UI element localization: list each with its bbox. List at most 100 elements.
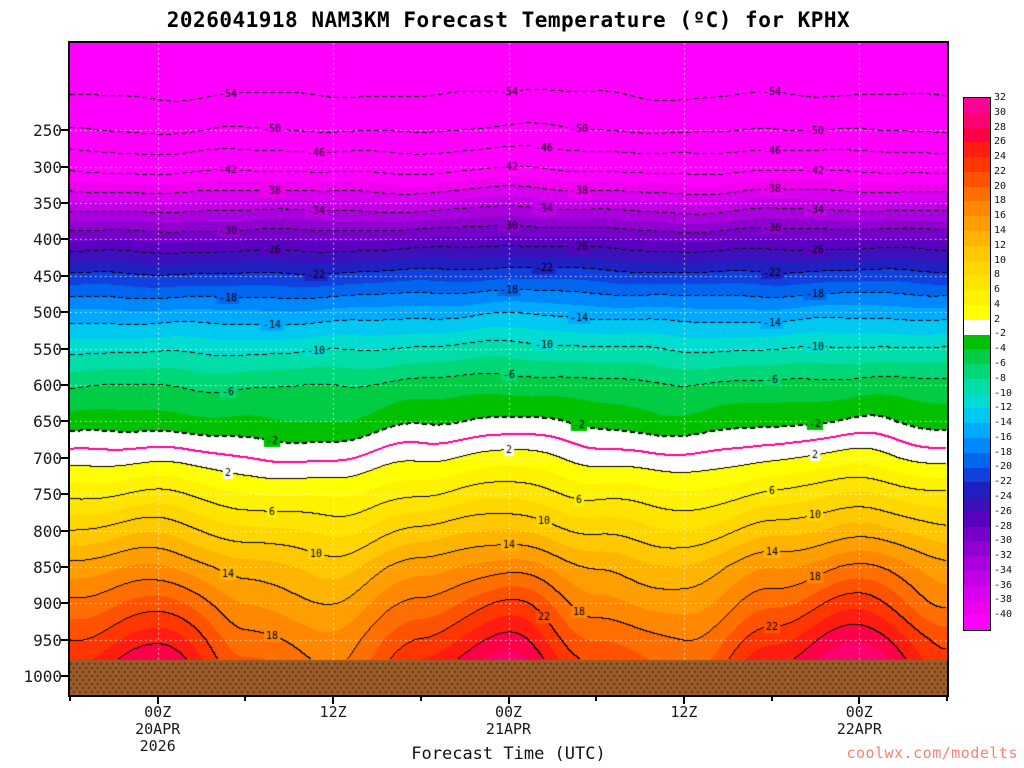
y-tick-label: 450 — [33, 266, 62, 286]
colorbar-segment — [964, 319, 990, 335]
colorbar-tick-label: -16 — [994, 431, 1013, 443]
colorbar-segment — [964, 452, 990, 468]
y-tick-label: 700 — [33, 448, 62, 468]
colorbar-segment — [964, 364, 990, 379]
x-tick-label: 00Z — [494, 703, 523, 721]
colorbar-tick-label: -18 — [994, 446, 1013, 458]
y-tick-label: 650 — [33, 412, 62, 432]
y-tick-label: 300 — [33, 157, 62, 177]
x-tick-label: 12Z — [670, 703, 698, 721]
x-tick-mark — [682, 696, 685, 704]
y-tick-mark — [61, 238, 69, 241]
y-tick-mark — [61, 456, 69, 459]
x-tick-mark — [244, 696, 247, 701]
y-tick-label: 500 — [33, 303, 62, 323]
y-tick-mark — [61, 129, 69, 132]
colorbar-tick-label: 8 — [994, 269, 1001, 281]
colorbar-tick-label: -14 — [994, 417, 1013, 429]
colorbar-segment — [964, 511, 990, 527]
colorbar-tick-label: 16 — [994, 210, 1007, 222]
y-tick-mark — [61, 165, 69, 168]
y-tick-label: 900 — [33, 594, 62, 614]
colorbar-tick-label: -4 — [994, 343, 1007, 355]
x-tick-mark — [507, 696, 510, 704]
colorbar-tick-label: 2 — [994, 313, 1001, 325]
colorbar-tick-label: -26 — [994, 505, 1013, 517]
y-tick-mark — [61, 274, 69, 277]
colorbar-segment — [964, 437, 990, 453]
y-tick-label: 600 — [33, 376, 62, 395]
colorbar-segment — [964, 171, 990, 187]
y-tick-label: 950 — [33, 630, 62, 650]
y-tick-mark — [61, 493, 69, 496]
x-tick-mark — [858, 696, 861, 704]
colorbar-segment — [964, 216, 990, 232]
colorbar-tick-label: -8 — [994, 372, 1007, 384]
colorbar-tick-label: -20 — [994, 461, 1013, 473]
colorbar-segment — [964, 526, 990, 542]
y-tick-mark — [61, 638, 69, 641]
colorbar-tick-label: -28 — [994, 520, 1013, 532]
colorbar-segment — [964, 467, 990, 483]
x-tick-mark — [69, 696, 71, 701]
colorbar-tick-label: 10 — [994, 254, 1007, 266]
y-tick-mark — [61, 602, 69, 605]
colorbar-segment — [964, 497, 990, 512]
x-axis-title: Forecast Time (UTC) — [411, 744, 606, 764]
y-tick-label: 800 — [33, 521, 62, 541]
colorbar-segment — [964, 157, 990, 172]
colorbar-tick-label: 32 — [994, 92, 1007, 103]
colorbar-tick-label: -24 — [994, 491, 1013, 502]
colorbar-tick-label: 22 — [994, 165, 1007, 177]
y-tick-mark — [61, 420, 69, 423]
x-tick-label: 00Z — [144, 703, 172, 721]
temperature-cross-section-canvas — [70, 43, 947, 695]
colorbar-tick-label: 6 — [994, 284, 1001, 296]
y-tick-label: 850 — [33, 557, 62, 577]
colorbar-segment — [964, 600, 990, 616]
watermark: coolwx.com/modelts — [846, 744, 1018, 762]
colorbar-tick-label: -12 — [994, 402, 1013, 414]
colorbar-tick-label: -30 — [994, 535, 1013, 547]
colorbar-segment — [964, 378, 990, 394]
colorbar-tick-label: -6 — [994, 358, 1007, 369]
colorbar-segment — [964, 408, 990, 424]
colorbar-segment — [964, 112, 990, 128]
colorbar-segment — [964, 482, 990, 498]
x-tick-sublabel: 20APR — [135, 720, 181, 738]
x-tick-mark — [595, 696, 598, 701]
colorbar-segment — [964, 541, 990, 557]
colorbar-segment — [964, 127, 990, 143]
colorbar-tick-label: 20 — [994, 180, 1007, 192]
colorbar-segment — [964, 260, 990, 276]
colorbar-segment — [964, 98, 990, 113]
y-tick-mark — [61, 202, 69, 205]
x-tick-label: 12Z — [319, 703, 347, 721]
y-tick-label: 550 — [33, 339, 62, 359]
y-tick-label: 250 — [33, 121, 62, 141]
colorbar-tick-label: 28 — [994, 121, 1007, 133]
colorbar-segment — [964, 585, 990, 601]
colorbar-segment — [964, 201, 990, 217]
colorbar-tick-label: -36 — [994, 579, 1013, 591]
colorbar-segment — [964, 556, 990, 571]
y-tick-label: 1000 — [23, 667, 62, 687]
colorbar-tick-label: -32 — [994, 550, 1013, 562]
colorbar-segment — [964, 304, 990, 320]
colorbar-segment — [964, 334, 990, 350]
x-tick-mark — [332, 696, 335, 704]
chart-title: 2026041918 NAM3KM Forecast Temperature (… — [166, 8, 851, 32]
x-tick-mark — [946, 696, 948, 701]
colorbar-segment — [964, 393, 990, 409]
y-tick-mark — [61, 565, 69, 568]
x-tick-sublabel: 2026 — [139, 737, 176, 755]
y-tick-label: 750 — [33, 485, 62, 505]
colorbar-segment — [964, 423, 990, 438]
colorbar — [963, 97, 991, 631]
colorbar-segment — [964, 571, 990, 586]
y-tick-mark — [61, 675, 69, 678]
colorbar-segment — [964, 275, 990, 291]
x-tick-sublabel: 22APR — [836, 720, 882, 738]
colorbar-tick-label: -10 — [994, 387, 1013, 399]
colorbar-tick-label: 18 — [994, 195, 1007, 207]
